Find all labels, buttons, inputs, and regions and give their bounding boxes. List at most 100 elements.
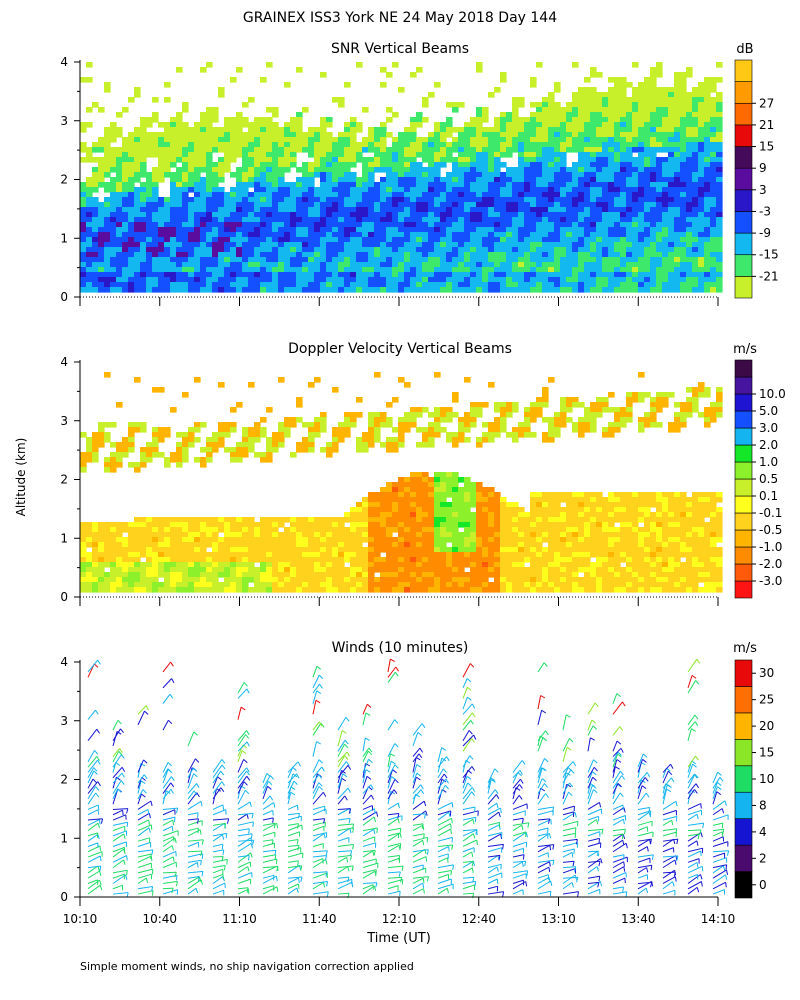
wind-barb xyxy=(437,836,453,842)
wind-barb xyxy=(562,832,576,837)
colorbar-label: 30 xyxy=(759,666,774,680)
wind-barb-flag xyxy=(99,870,102,877)
wind-barb xyxy=(412,784,422,794)
wind-barb xyxy=(512,861,523,869)
wind-barb xyxy=(187,839,204,842)
wind-barb xyxy=(687,773,696,789)
wind-barb xyxy=(462,696,468,710)
wind-barb xyxy=(512,879,524,884)
wind-barb-flag xyxy=(667,770,673,776)
wind-barb xyxy=(512,889,524,895)
wind-barb xyxy=(187,790,195,800)
wind-barb xyxy=(312,683,320,694)
wind-barb-flag xyxy=(346,857,349,863)
colorbar-swatch xyxy=(734,580,753,599)
wind-barb-flag xyxy=(193,731,198,736)
x-tick-label: 10:10 xyxy=(63,912,98,926)
wind-barb xyxy=(87,865,99,874)
wind-barb-flag xyxy=(217,776,222,781)
wind-barb xyxy=(687,675,693,689)
colorbar-label: 4 xyxy=(759,825,767,839)
wind-barb-flag xyxy=(170,776,175,781)
wind-barb xyxy=(662,831,677,837)
wind-barb xyxy=(437,887,448,895)
wind-barb-flag xyxy=(398,855,401,861)
wind-barb xyxy=(637,785,643,800)
wind-barb xyxy=(387,743,396,757)
wind-barb-flag xyxy=(398,845,401,851)
wind-barb-flag xyxy=(241,750,247,754)
wind-barb xyxy=(387,842,401,847)
wind-barb-flag xyxy=(347,787,351,793)
wind-barb xyxy=(262,866,279,869)
wind-barb-flag xyxy=(442,768,447,773)
wind-barb-flag xyxy=(346,751,350,757)
wind-barb-flag xyxy=(121,772,125,778)
wind-barb-flag xyxy=(126,808,129,814)
wind-barb xyxy=(237,887,249,890)
wind-barb xyxy=(712,841,729,847)
wind-barb xyxy=(312,808,327,816)
wind-barb-flag xyxy=(267,785,272,790)
wind-barb-flag xyxy=(574,833,577,839)
wind-barb xyxy=(487,854,501,858)
wind-barb xyxy=(262,786,268,800)
colorbar-swatch xyxy=(734,739,753,767)
wind-barb-flag xyxy=(615,766,620,770)
wind-barb xyxy=(287,839,299,842)
wind-barb xyxy=(612,783,619,794)
colorbar-swatch xyxy=(734,461,753,480)
wind-barb xyxy=(587,819,597,826)
y-tick-label: 2 xyxy=(60,773,68,787)
wind-barb-flag xyxy=(120,754,125,759)
wind-barb xyxy=(337,856,347,863)
wind-barb-flag xyxy=(446,756,450,762)
wind-barb xyxy=(212,864,226,869)
wind-barb xyxy=(387,857,400,863)
wind-barb-flag xyxy=(100,818,104,824)
wind-barb xyxy=(487,872,502,879)
wind-barb xyxy=(162,874,178,879)
colorbar-label: 21 xyxy=(759,118,774,132)
wind-barb xyxy=(662,855,677,863)
wind-barb-flag xyxy=(640,762,646,766)
wind-barb xyxy=(87,659,99,673)
wind-barb-flag xyxy=(552,860,555,866)
wind-barb-flag xyxy=(623,866,626,872)
wind-barb xyxy=(162,769,169,784)
wind-barb xyxy=(137,862,152,869)
wind-barb-flag xyxy=(646,772,651,778)
wind-barb xyxy=(287,773,294,789)
wind-barb-flag xyxy=(525,881,528,887)
wind-barb xyxy=(312,872,328,879)
wind-barb-flag xyxy=(318,774,323,779)
colorbar-swatch xyxy=(734,59,753,82)
wind-barb xyxy=(612,856,628,863)
colorbar-label: 5.0 xyxy=(759,404,778,418)
wind-barb xyxy=(312,832,327,837)
doppler-colorbar: -3.0 -2.0 -1.0 -0.5 -0.1 0.1 0.5 1.0 2.0 3.0 5.0 10… xyxy=(734,359,786,599)
wind-barb-flag xyxy=(471,703,476,709)
wind-barb xyxy=(662,800,677,810)
wind-barb xyxy=(637,792,647,805)
wind-barb xyxy=(162,880,178,884)
wind-barb xyxy=(162,856,174,863)
wind-barb xyxy=(237,842,252,853)
wind-barb-flag xyxy=(619,726,624,731)
wind-barb xyxy=(187,758,196,773)
wind-barb xyxy=(387,844,400,853)
wind-barb-flag xyxy=(147,809,150,815)
wind-barb xyxy=(187,767,193,784)
wind-barb xyxy=(512,760,523,773)
wind-barb xyxy=(337,865,354,869)
wind-barb-flag xyxy=(200,860,202,866)
wind-barb xyxy=(237,872,252,879)
wind-barb-flag xyxy=(722,865,726,871)
wind-barb xyxy=(287,773,297,784)
y-tick-label: 3 xyxy=(60,714,68,728)
wind-barb xyxy=(462,884,475,890)
doppler-field xyxy=(80,372,723,593)
wind-barb xyxy=(312,741,317,757)
wind-barb xyxy=(187,870,204,874)
